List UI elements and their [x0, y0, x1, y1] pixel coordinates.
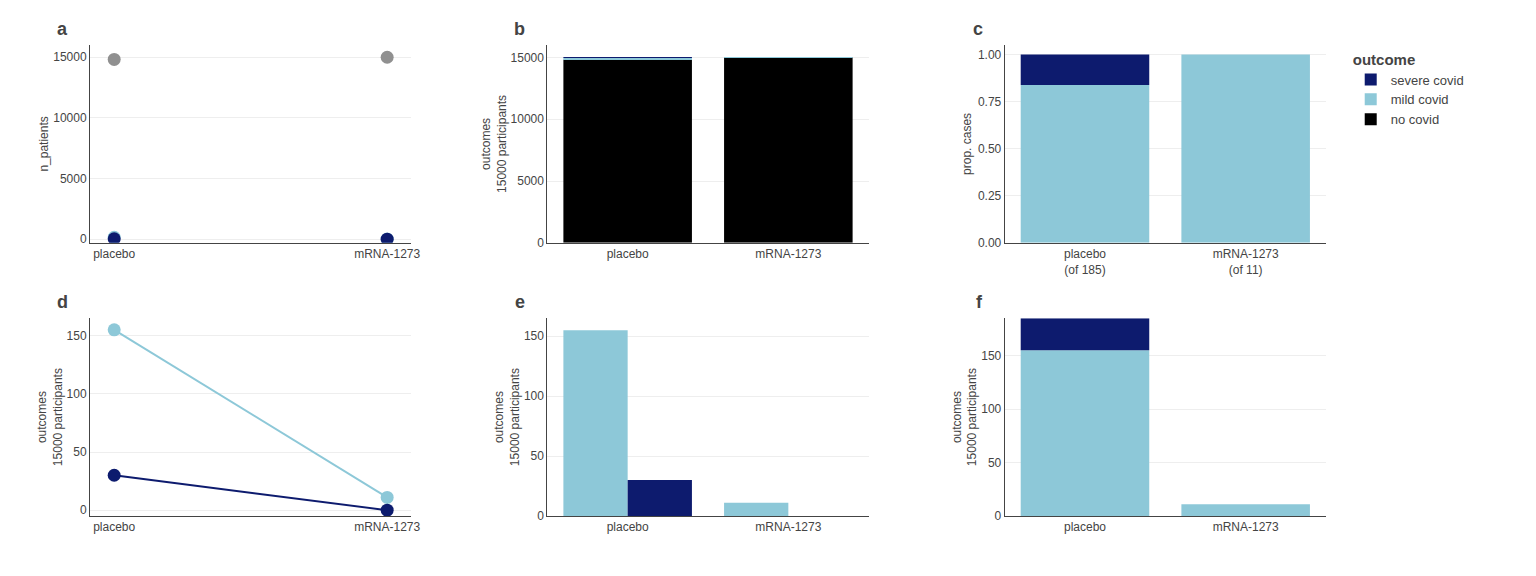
- svg-text:150: 150: [524, 329, 544, 343]
- svg-text:d: d: [57, 292, 68, 312]
- svg-text:severe covid: severe covid: [1391, 73, 1464, 88]
- svg-text:b: b: [514, 19, 525, 39]
- svg-text:0: 0: [80, 503, 87, 517]
- svg-text:outcomes15000 participants: outcomes15000 participants: [950, 368, 980, 466]
- svg-text:placebo: placebo: [93, 520, 135, 534]
- svg-text:no covid: no covid: [1391, 112, 1439, 127]
- svg-text:1.00: 1.00: [978, 48, 1002, 62]
- svg-text:placebo: placebo: [1064, 520, 1106, 534]
- svg-text:100: 100: [67, 387, 87, 401]
- svg-text:0.25: 0.25: [978, 189, 1002, 203]
- svg-text:0: 0: [537, 236, 544, 250]
- svg-text:50: 50: [988, 456, 1002, 470]
- svg-text:e: e: [515, 292, 525, 312]
- svg-text:0: 0: [537, 509, 544, 523]
- svg-text:placebo: placebo: [607, 520, 649, 534]
- svg-text:0: 0: [80, 232, 87, 246]
- svg-text:outcomes15000 participants: outcomes15000 participants: [479, 95, 509, 193]
- svg-text:outcome: outcome: [1353, 51, 1416, 68]
- svg-text:15000: 15000: [53, 50, 87, 64]
- svg-text:mRNA-1273: mRNA-1273: [755, 520, 821, 534]
- svg-text:mRNA-1273: mRNA-1273: [1213, 520, 1279, 534]
- svg-text:150: 150: [981, 349, 1001, 363]
- svg-text:50: 50: [531, 449, 545, 463]
- svg-text:5000: 5000: [517, 174, 544, 188]
- svg-text:150: 150: [67, 329, 87, 343]
- svg-text:n_patients: n_patients: [37, 116, 51, 171]
- svg-text:0: 0: [995, 509, 1002, 523]
- svg-text:mRNA-1273: mRNA-1273: [354, 520, 420, 534]
- svg-text:a: a: [57, 19, 68, 39]
- svg-text:placebo(of 185): placebo(of 185): [1064, 247, 1106, 277]
- svg-text:0.00: 0.00: [978, 236, 1002, 250]
- svg-text:c: c: [973, 19, 983, 39]
- svg-text:mRNA-1273: mRNA-1273: [755, 247, 821, 261]
- svg-text:placebo: placebo: [607, 247, 649, 261]
- svg-text:100: 100: [981, 402, 1001, 416]
- svg-text:0.75: 0.75: [978, 95, 1002, 109]
- svg-text:mRNA-1273: mRNA-1273: [354, 247, 420, 261]
- svg-text:0.50: 0.50: [978, 142, 1002, 156]
- svg-text:5000: 5000: [60, 172, 87, 186]
- svg-text:10000: 10000: [53, 111, 87, 125]
- svg-text:15000: 15000: [511, 51, 545, 65]
- svg-text:outcomes15000 participants: outcomes15000 participants: [35, 368, 65, 466]
- svg-text:placebo: placebo: [93, 247, 135, 261]
- svg-text:50: 50: [73, 445, 87, 459]
- svg-text:f: f: [976, 292, 983, 312]
- svg-text:mild covid: mild covid: [1391, 92, 1449, 107]
- svg-text:outcomes15000 participants: outcomes15000 participants: [492, 368, 522, 466]
- svg-text:mRNA-1273(of 11): mRNA-1273(of 11): [1213, 247, 1279, 277]
- svg-text:prop. cases: prop. cases: [960, 113, 974, 175]
- svg-text:10000: 10000: [511, 112, 545, 126]
- svg-text:100: 100: [524, 389, 544, 403]
